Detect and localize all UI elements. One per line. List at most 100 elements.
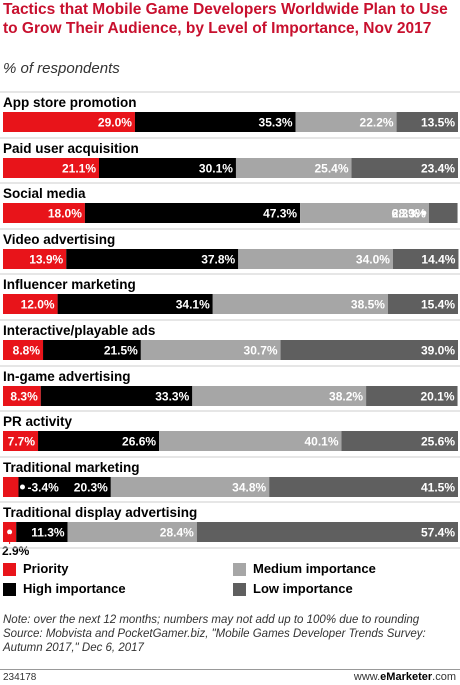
- bar-medium-video-advertising: [238, 249, 393, 269]
- bar-medium-in-game-advertising: [192, 386, 367, 406]
- value-label-medium: 38.2%: [329, 390, 363, 404]
- chart-title: Tactics that Mobile Game Developers Worl…: [3, 1, 448, 37]
- bar-high-pr-activity: [38, 431, 160, 451]
- value-label-priority: 12.0%: [21, 298, 55, 312]
- bar-high-interactive-playable-ads: [43, 340, 141, 360]
- value-label-priority: 18.0%: [48, 207, 82, 221]
- bar-medium-traditional-display-advertising: [67, 522, 197, 542]
- chart-id: 234178: [3, 672, 37, 683]
- value-label-low: 6.3%: [392, 207, 420, 221]
- bar-priority-in-game-advertising: [3, 386, 41, 406]
- label-marker-dot: [19, 484, 25, 490]
- value-label-low: 15.4%: [421, 298, 455, 312]
- bar-priority-app-store-promotion: [3, 112, 135, 132]
- bar-medium-traditional-marketing: [110, 477, 270, 497]
- value-label-high: 47.3%: [263, 207, 297, 221]
- legend-label-high: High importance: [23, 581, 126, 596]
- label-marker-dot: [421, 210, 427, 216]
- brand-logo: www.eMarketer.com: [353, 671, 456, 683]
- bar-priority-pr-activity: [3, 431, 39, 451]
- value-label-medium: 25.4%: [314, 162, 348, 176]
- value-label-low: 25.6%: [421, 435, 455, 449]
- legend-label-medium: Medium importance: [253, 561, 376, 576]
- value-label-high: 20.3%: [74, 481, 108, 495]
- legend-swatch-medium: [233, 563, 246, 576]
- value-label-low: 39.0%: [421, 344, 455, 358]
- legend-label-low: Low importance: [253, 581, 353, 596]
- value-label-medium: 22.2%: [360, 116, 394, 130]
- footer-divider: [0, 669, 460, 670]
- bar-high-social-media: [84, 203, 301, 223]
- value-label-medium: 34.8%: [232, 481, 266, 495]
- bar-medium-social-media: [300, 203, 429, 223]
- bar-priority-traditional-marketing: [3, 477, 19, 497]
- bar-low-traditional-display-advertising: [196, 522, 458, 542]
- bar-high-in-game-advertising: [40, 386, 193, 406]
- bar-priority-social-media: [3, 203, 85, 223]
- chart-subtitle: % of respondents: [3, 60, 120, 77]
- note-text: Note: over the next 12 months; numbers m…: [3, 614, 420, 626]
- label-marker-dot: [7, 529, 13, 535]
- value-label-high: 33.3%: [155, 390, 189, 404]
- legend-swatch-priority: [3, 563, 16, 576]
- source-text: Source: Mobvista and PocketGamer.biz, "M…: [3, 628, 426, 654]
- bar-high-traditional-marketing: [18, 477, 111, 497]
- value-label-medium: 40.1%: [304, 435, 338, 449]
- category-label: PR activity: [3, 414, 73, 429]
- category-label: Interactive/playable ads: [3, 323, 155, 338]
- value-label-high: 11.3%: [31, 526, 65, 540]
- bar-medium-influencer-marketing: [212, 294, 388, 314]
- value-label-priority: 7.7%: [8, 435, 36, 449]
- value-label-priority: 13.9%: [29, 253, 63, 267]
- value-label-priority: 8.8%: [13, 344, 41, 358]
- value-label-medium: 28.3%: [392, 207, 426, 221]
- legend-swatch-low: [233, 583, 246, 596]
- bar-medium-paid-user-acquisition: [235, 158, 352, 178]
- category-label: Influencer marketing: [3, 277, 136, 292]
- value-label-low: 57.4%: [421, 526, 455, 540]
- bar-high-influencer-marketing: [57, 294, 213, 314]
- value-label-priority: 2.9%: [2, 544, 30, 558]
- value-label-priority: 8.3%: [10, 390, 38, 404]
- bar-high-traditional-display-advertising: [16, 522, 68, 542]
- value-label-medium: 30.7%: [244, 344, 278, 358]
- bar-medium-app-store-promotion: [295, 112, 397, 132]
- value-label-medium: 34.0%: [356, 253, 390, 267]
- category-label: Paid user acquisition: [3, 141, 139, 156]
- bar-medium-pr-activity: [159, 431, 342, 451]
- bar-low-video-advertising: [392, 249, 459, 269]
- value-label-low: 20.1%: [421, 390, 455, 404]
- value-label-high: 34.1%: [176, 298, 210, 312]
- category-label: Traditional marketing: [3, 460, 140, 475]
- bar-low-paid-user-acquisition: [351, 158, 458, 178]
- category-label: Traditional display advertising: [3, 505, 197, 520]
- value-label-medium: 28.4%: [160, 526, 194, 540]
- value-label-low: 13.5%: [421, 116, 455, 130]
- value-label-low: 14.4%: [421, 253, 455, 267]
- bar-priority-video-advertising: [3, 249, 67, 269]
- value-label-high: 26.6%: [122, 435, 156, 449]
- bar-low-influencer-marketing: [387, 294, 458, 314]
- value-label-high: 21.5%: [104, 344, 138, 358]
- bar-low-app-store-promotion: [396, 112, 458, 132]
- value-label-priority: -3.4%: [27, 481, 59, 495]
- bar-priority-paid-user-acquisition: [3, 158, 100, 178]
- value-label-high: 37.8%: [201, 253, 235, 267]
- bar-priority-influencer-marketing: [3, 294, 58, 314]
- value-label-priority: 29.0%: [98, 116, 132, 130]
- bar-low-pr-activity: [341, 431, 458, 451]
- value-label-high: 35.3%: [259, 116, 293, 130]
- value-label-medium: 38.5%: [351, 298, 385, 312]
- category-label: In-game advertising: [3, 369, 131, 384]
- value-label-low: 23.4%: [421, 162, 455, 176]
- bar-high-paid-user-acquisition: [99, 158, 236, 178]
- value-label-low: 41.5%: [421, 481, 455, 495]
- bar-low-interactive-playable-ads: [280, 340, 458, 360]
- category-label: Social media: [3, 186, 86, 201]
- bar-medium-interactive-playable-ads: [140, 340, 281, 360]
- bar-low-in-game-advertising: [366, 386, 458, 406]
- value-label-priority: 21.1%: [62, 162, 96, 176]
- category-label: Video advertising: [3, 232, 115, 247]
- bar-priority-interactive-playable-ads: [3, 340, 44, 360]
- bar-high-app-store-promotion: [134, 112, 296, 132]
